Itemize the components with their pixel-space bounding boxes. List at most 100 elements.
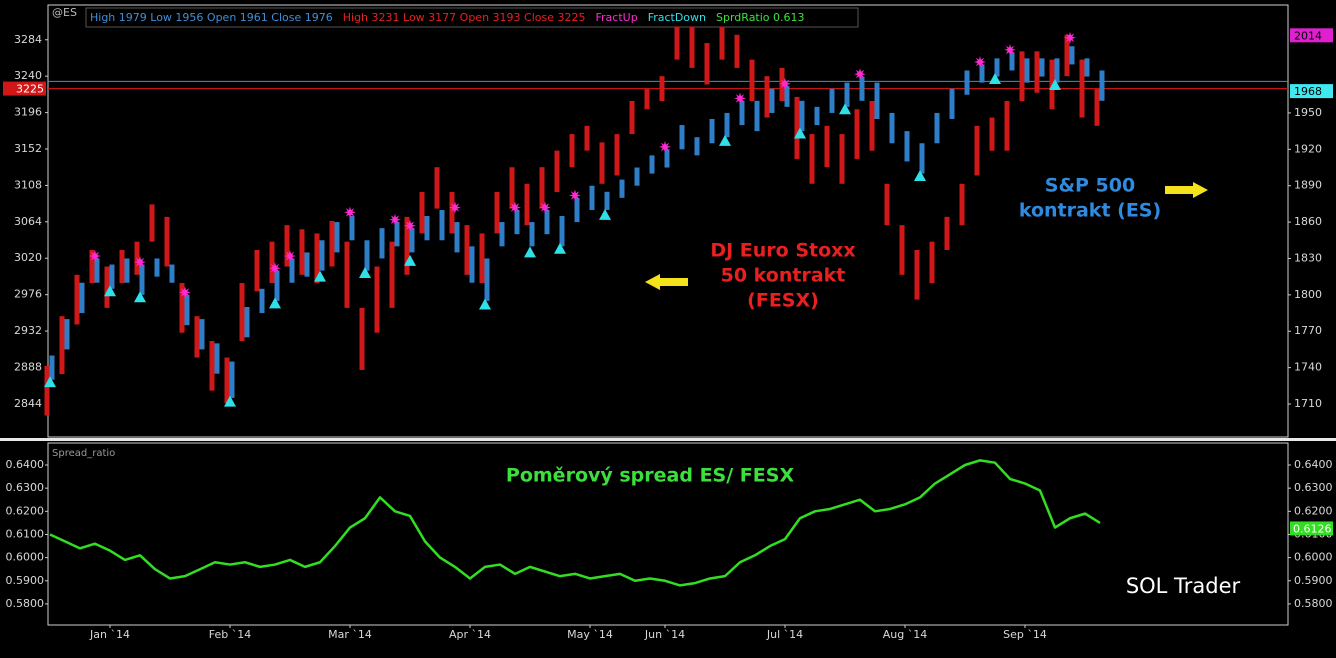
range-bar — [64, 319, 70, 350]
x-tick-label: May `14 — [567, 628, 613, 641]
range-bar — [74, 274, 80, 325]
range-bar — [154, 258, 160, 277]
x-tick-label: Jan `14 — [89, 628, 130, 641]
annotation: 50 kontrakt — [721, 265, 846, 287]
fractal-up — [734, 92, 746, 105]
y-tick-label: 3240 — [14, 69, 42, 82]
y2-tick-label: 1740 — [1294, 361, 1322, 374]
range-bar — [1064, 34, 1070, 77]
y-tick-label: 0.6400 — [1294, 458, 1333, 471]
annotation: (FESX) — [747, 290, 819, 312]
range-bar — [989, 117, 995, 151]
range-bar — [524, 183, 530, 226]
range-bar — [694, 137, 700, 156]
range-bar — [584, 125, 590, 151]
y-tick-label: 0.6100 — [6, 527, 45, 540]
x-tick-label: Jun `14 — [644, 628, 685, 641]
range-bar — [574, 197, 580, 223]
x-tick-label: Sep `14 — [1003, 628, 1047, 641]
range-bar — [784, 86, 790, 107]
info-item: High 3231 Low 3177 Open 3193 Close 3225 — [343, 11, 586, 24]
range-bar — [649, 155, 655, 174]
fractal-down — [134, 291, 146, 303]
range-bar — [394, 222, 400, 247]
range-bar — [974, 125, 980, 176]
range-bar — [314, 233, 320, 284]
range-bar — [689, 26, 695, 68]
range-bar — [289, 258, 295, 283]
price-marker-label: 2014 — [1294, 29, 1322, 42]
range-bar — [464, 225, 470, 275]
range-bar — [364, 240, 370, 271]
range-bar — [614, 134, 620, 176]
range-bar — [854, 109, 860, 159]
range-bar — [44, 365, 50, 416]
range-bar — [704, 43, 710, 85]
range-bar — [739, 100, 745, 126]
range-bar — [334, 222, 340, 253]
y-tick-label: 2932 — [14, 324, 42, 337]
price-marker — [1290, 28, 1333, 43]
range-bar — [599, 142, 605, 184]
fractal-up — [284, 250, 296, 262]
range-bar — [229, 361, 235, 398]
fractal-down — [554, 242, 566, 254]
info-item: SprdRatio 0.613 — [716, 11, 805, 24]
fractal-down — [599, 208, 611, 220]
range-bar — [304, 252, 310, 277]
range-bar — [124, 258, 130, 283]
fractal-up — [449, 201, 461, 214]
range-bar — [629, 101, 635, 135]
y-tick-label: 3152 — [14, 142, 42, 155]
range-bar — [199, 319, 205, 350]
fractal-down — [44, 376, 56, 388]
info-box — [85, 7, 859, 28]
x-tick-label: Feb `14 — [209, 628, 251, 641]
range-bar — [959, 183, 965, 226]
range-bar — [149, 204, 155, 242]
range-bar — [914, 249, 920, 300]
range-bar — [344, 241, 350, 308]
fractal-up — [779, 77, 791, 90]
range-bar — [404, 216, 410, 275]
range-bar — [559, 216, 565, 247]
y2-tick-label: 1770 — [1294, 324, 1322, 337]
range-bar — [659, 76, 665, 101]
fractal-up — [1064, 31, 1076, 44]
y-tick-label: 3284 — [14, 33, 42, 46]
range-bar — [814, 106, 820, 126]
range-bar — [514, 209, 520, 235]
range-bar — [764, 76, 770, 118]
fractal-down — [479, 298, 491, 310]
range-bar — [919, 143, 925, 174]
range-bar — [1099, 70, 1105, 101]
y-tick-label: 2888 — [14, 360, 42, 373]
range-bar — [259, 288, 265, 314]
y-tick-label: 0.6300 — [1294, 481, 1333, 494]
price-marker — [3, 81, 46, 96]
fractal-down — [314, 270, 326, 282]
range-bar — [479, 233, 485, 284]
range-bar — [379, 228, 385, 259]
range-bar — [449, 192, 455, 234]
y2-tick-label: 1950 — [1294, 106, 1322, 119]
range-bar — [49, 355, 55, 380]
y-tick-label: 0.5900 — [6, 574, 45, 587]
x-tick-label: Mar `14 — [328, 628, 372, 641]
range-bar — [994, 58, 1000, 77]
range-bar — [494, 192, 500, 234]
range-bar — [1049, 59, 1055, 110]
range-bar — [889, 112, 895, 144]
fractal-down — [524, 246, 536, 258]
range-bar — [1039, 58, 1045, 77]
spread-title: Poměrový spread ES/ FESX — [506, 465, 795, 487]
y-tick-label: 2976 — [14, 288, 42, 301]
fractal-down — [989, 72, 1001, 84]
panel-label: Spread_ratio — [52, 448, 115, 459]
y2-tick-label: 1920 — [1294, 142, 1322, 155]
range-bar — [454, 222, 460, 253]
range-bar — [674, 26, 680, 60]
range-bar — [89, 249, 95, 284]
range-bar — [664, 149, 670, 168]
